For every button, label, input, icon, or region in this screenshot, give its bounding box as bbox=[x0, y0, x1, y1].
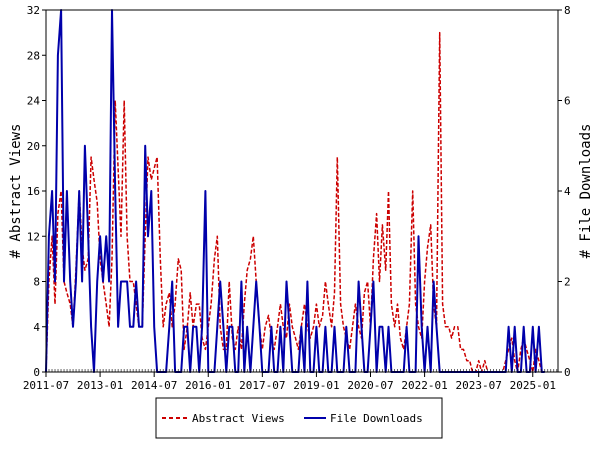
series-line-abstract-views bbox=[45, 31, 545, 373]
y-tick-label: 8 bbox=[33, 276, 40, 289]
x-axis: 2011-07 2013-01 2014-07 2016-01 2017-07 2019-… bbox=[23, 372, 556, 392]
x-tick-label: 2017-07 bbox=[239, 379, 285, 392]
y-tick-label: 24 bbox=[27, 95, 41, 108]
x-tick-label: 2019-01 bbox=[293, 379, 339, 392]
y-tick-label: 4 bbox=[33, 321, 40, 334]
left-axis: 0 4 8 12 16 20 24 28 32 bbox=[27, 4, 46, 379]
legend: Abstract Views File Downloads bbox=[155, 397, 443, 439]
y-tick-label: 12 bbox=[27, 230, 40, 243]
y2-tick-label: 0 bbox=[564, 366, 571, 379]
x-tick-label: 2014-07 bbox=[131, 379, 177, 392]
y2-tick-label: 8 bbox=[564, 4, 571, 17]
y-tick-label: 32 bbox=[27, 4, 40, 17]
x-tick-label: 2016-01 bbox=[185, 379, 231, 392]
y2-tick-label: 2 bbox=[564, 276, 571, 289]
y-tick-label: 0 bbox=[33, 366, 40, 379]
x-tick-label: 2025-01 bbox=[510, 379, 556, 392]
y-axis-title: # Abstract Views bbox=[8, 124, 24, 259]
legend-box bbox=[155, 397, 443, 439]
y-tick-label: 20 bbox=[27, 140, 40, 153]
x-tick-label: 2013-01 bbox=[77, 379, 123, 392]
y-tick-label: 28 bbox=[27, 49, 40, 62]
y2-tick-label: 6 bbox=[564, 95, 571, 108]
right-axis: 0 2 4 6 8 bbox=[558, 4, 571, 379]
y-tick-label: 16 bbox=[27, 185, 40, 198]
x-tick-label: 2011-07 bbox=[23, 379, 69, 392]
x-tick-label: 2020-07 bbox=[347, 379, 393, 392]
y2-axis-title: # File Downloads bbox=[578, 124, 594, 259]
legend-label-file-downloads: File Downloads bbox=[330, 412, 423, 425]
legend-label-abstract-views: Abstract Views bbox=[192, 412, 285, 425]
x-tick-label: 2022-01 bbox=[401, 379, 447, 392]
y2-tick-label: 4 bbox=[564, 185, 571, 198]
x-tick-label: 2023-07 bbox=[455, 379, 501, 392]
x-minor-ticks bbox=[45, 369, 558, 372]
